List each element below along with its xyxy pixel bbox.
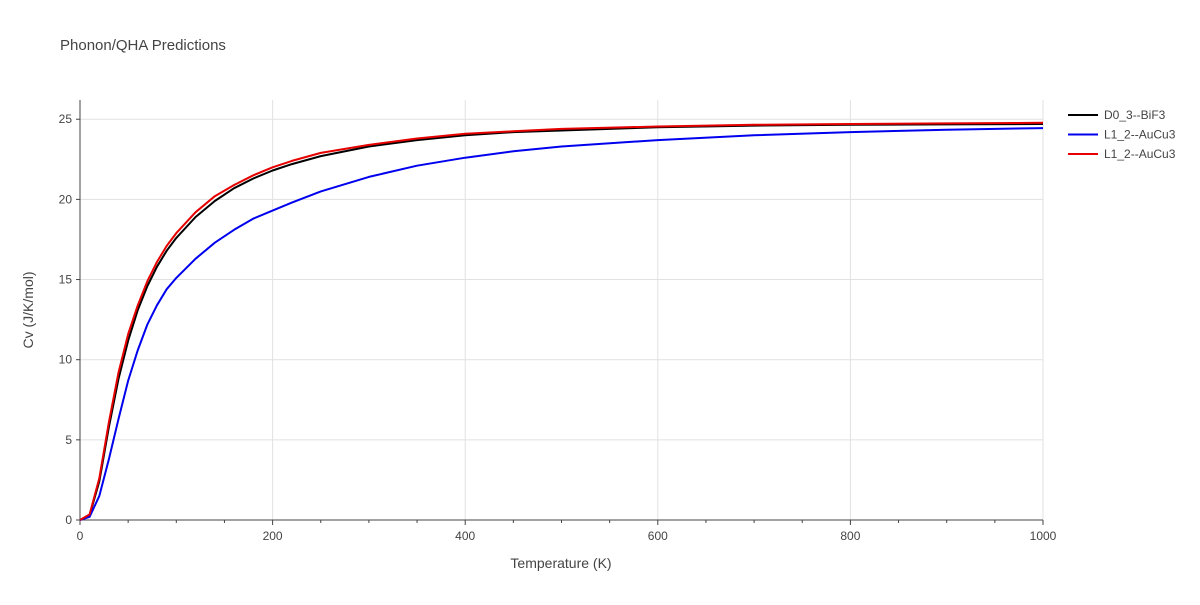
x-tick-label: 0 <box>77 529 84 543</box>
x-tick-label: 800 <box>840 529 860 543</box>
y-tick-label: 15 <box>59 273 73 287</box>
y-axis-title: Cv (J/K/mol) <box>20 272 36 349</box>
grid-lines <box>80 100 1044 520</box>
chart-title: Phonon/QHA Predictions <box>60 37 226 54</box>
series-line-0 <box>79 123 1044 521</box>
y-tick-label: 0 <box>65 513 72 527</box>
legend-item-0[interactable]: D0_3--BiF3 <box>1068 108 1166 122</box>
axes: 0 200 400 600 800 1000 0 5 10 15 20 25 <box>59 100 1057 543</box>
series-line-2 <box>79 121 1044 521</box>
legend-item-2[interactable]: L1_2--AuCu3 <box>1068 147 1176 161</box>
legend-label: D0_3--BiF3 <box>1104 108 1166 122</box>
x-tick-label: 200 <box>263 529 283 543</box>
series-line-1 <box>79 127 1044 521</box>
y-tick-label: 10 <box>59 353 73 367</box>
x-tick-label: 600 <box>648 529 668 543</box>
legend-label: L1_2--AuCu3 <box>1104 128 1176 142</box>
x-tick-label: 400 <box>455 529 475 543</box>
y-tick-label: 25 <box>59 112 73 126</box>
legend: D0_3--BiF3 L1_2--AuCu3 L1_2--AuCu3 <box>1068 108 1176 161</box>
legend-label: L1_2--AuCu3 <box>1104 147 1176 161</box>
y-tick-label: 20 <box>59 192 73 206</box>
y-tick-label: 5 <box>65 433 72 447</box>
x-axis-title: Temperature (K) <box>510 555 611 571</box>
series-group <box>79 121 1044 521</box>
legend-item-1[interactable]: L1_2--AuCu3 <box>1068 128 1176 142</box>
x-tick-label: 1000 <box>1030 529 1057 543</box>
